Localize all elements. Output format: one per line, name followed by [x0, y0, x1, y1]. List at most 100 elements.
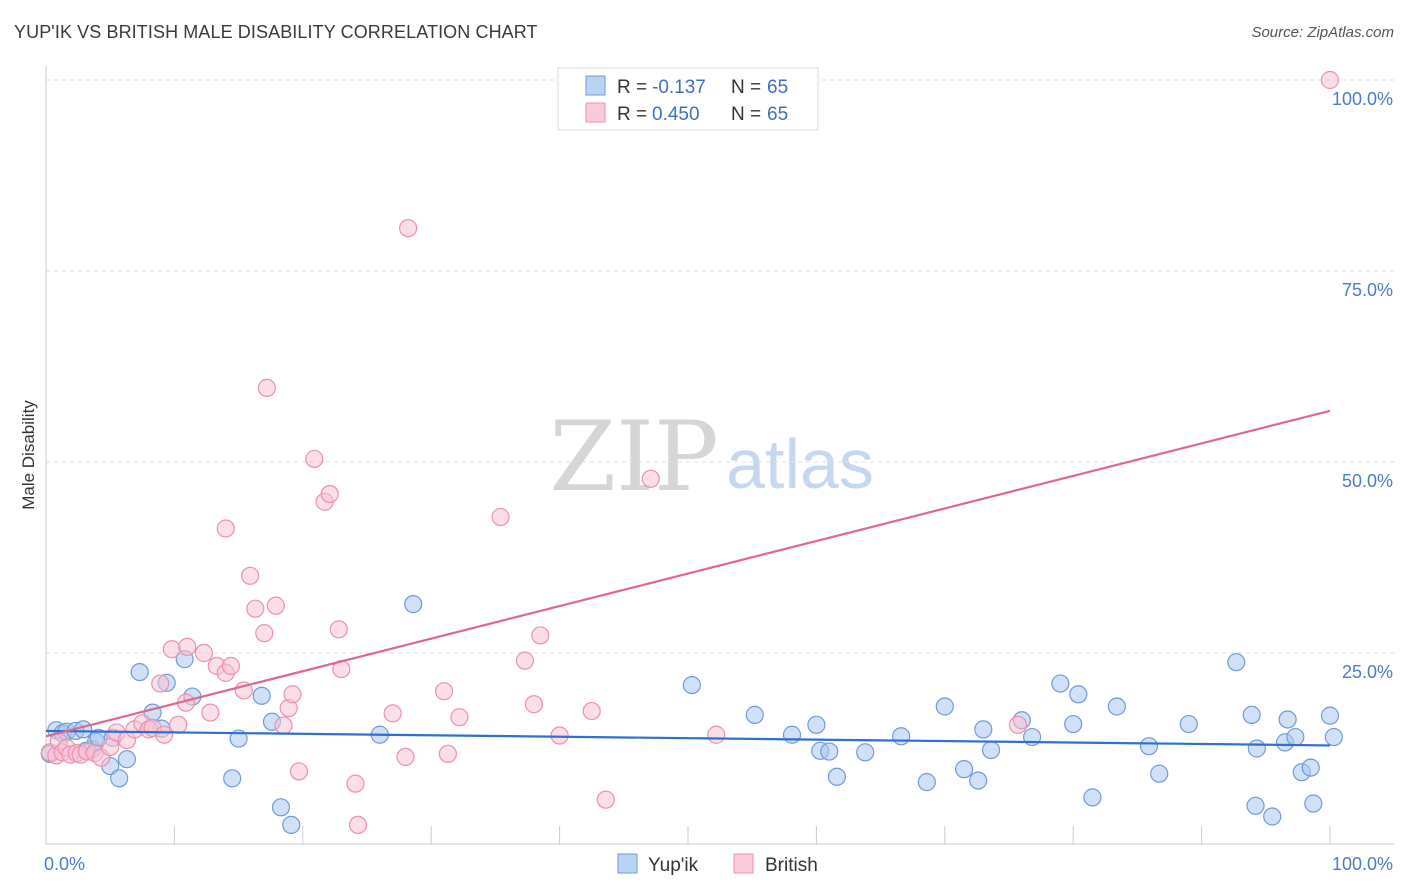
point-yupik-51 — [1150, 764, 1169, 783]
y-tick-label-2: 75.0% — [1342, 280, 1393, 300]
legend-swatch-british — [585, 102, 606, 123]
point-british-20 — [162, 640, 181, 659]
point-british-38 — [283, 685, 302, 704]
point-british-59 — [596, 790, 615, 809]
point-yupik-27 — [404, 595, 423, 614]
legend-r-value-british: 0.450 — [652, 104, 700, 125]
legend-n-value-british: 65 — [767, 104, 788, 125]
point-yupik-31 — [807, 715, 826, 734]
point-british-33 — [255, 624, 274, 643]
point-yupik-34 — [827, 767, 847, 786]
point-british-18 — [151, 674, 170, 693]
point-yupik-63 — [1304, 794, 1323, 813]
point-british-21 — [169, 715, 188, 734]
point-yupik-30 — [782, 725, 802, 744]
point-yupik-65 — [1324, 727, 1343, 747]
legend-n-label-british: N = — [731, 104, 761, 125]
point-yupik-48 — [1083, 788, 1102, 807]
bottom-legend-label-yupik: Yup'ik — [648, 855, 699, 876]
x-tick-labels: 0.0% 100.0% — [44, 854, 1393, 874]
point-yupik-62 — [1301, 758, 1320, 777]
bottom-legend: Yup'ik British — [617, 853, 818, 876]
point-yupik-35 — [856, 743, 875, 762]
bottom-legend-label-british: British — [765, 855, 818, 876]
point-british-35 — [266, 596, 285, 615]
x-tick-label-0: 0.0% — [44, 854, 85, 874]
legend-r-value-yupik: -0.137 — [652, 77, 706, 98]
point-british-25 — [201, 703, 220, 722]
point-yupik-42 — [981, 740, 1001, 760]
point-yupik-33 — [820, 742, 839, 761]
point-yupik-50 — [1139, 737, 1159, 756]
point-yupik-46 — [1069, 685, 1088, 704]
point-yupik-36 — [892, 727, 911, 746]
point-british-49 — [398, 219, 418, 238]
y-tick-labels: 25.0% 50.0% 75.0% 100.0% — [1332, 89, 1393, 682]
point-yupik-45 — [1051, 674, 1070, 693]
point-british-46 — [348, 815, 368, 835]
point-british-61 — [707, 725, 726, 744]
point-yupik-21 — [229, 729, 248, 748]
point-yupik-38 — [935, 697, 954, 716]
point-british-28 — [216, 519, 235, 538]
point-british-24 — [194, 643, 214, 663]
point-british-58 — [582, 701, 601, 721]
point-british-42 — [320, 484, 339, 504]
point-british-19 — [155, 725, 174, 744]
point-british-60 — [641, 469, 660, 488]
point-british-43 — [329, 620, 348, 639]
point-yupik-41 — [974, 720, 993, 739]
point-yupik-20 — [223, 769, 242, 788]
chart-title: YUP'IK VS BRITISH MALE DISABILITY CORREL… — [14, 22, 538, 42]
point-british-62 — [1008, 715, 1028, 734]
point-british-50 — [434, 682, 454, 701]
point-yupik-14 — [130, 662, 149, 682]
source-label: Source: ZipAtlas.com — [1251, 24, 1394, 41]
point-yupik-28 — [682, 675, 701, 695]
y-tick-label-1: 50.0% — [1342, 471, 1393, 491]
point-british-39 — [289, 762, 309, 781]
point-british-56 — [531, 626, 550, 645]
point-british-34 — [257, 378, 276, 397]
point-yupik-39 — [954, 760, 974, 779]
trendline-british — [45, 409, 1331, 738]
point-yupik-24 — [271, 798, 291, 817]
point-british-47 — [383, 704, 402, 723]
y-axis-label: Male Disability — [19, 400, 38, 510]
bottom-legend-swatch-british — [733, 853, 754, 874]
trend-lines — [45, 409, 1331, 747]
point-yupik-22 — [252, 686, 271, 705]
watermark-zip: ZIP — [549, 401, 718, 513]
grid — [46, 79, 1394, 654]
point-yupik-60 — [1286, 727, 1305, 747]
point-british-48 — [396, 747, 415, 767]
point-yupik-47 — [1064, 714, 1083, 734]
series-yupik-points — [40, 595, 1343, 835]
point-yupik-59 — [1278, 710, 1297, 729]
point-yupik-12 — [110, 769, 129, 788]
legend-n-label-yupik: N = — [731, 77, 761, 98]
point-yupik-55 — [1246, 796, 1265, 815]
point-british-53 — [491, 507, 510, 527]
point-british-57 — [550, 726, 569, 745]
point-yupik-53 — [1227, 653, 1246, 672]
legend: R = -0.137 N = 65 R = 0.450 N = 65 — [557, 67, 819, 131]
point-british-29 — [221, 656, 240, 676]
point-british-45 — [346, 774, 365, 793]
point-yupik-56 — [1247, 739, 1266, 758]
point-yupik-29 — [745, 705, 764, 724]
point-yupik-37 — [917, 773, 936, 792]
point-yupik-25 — [282, 815, 301, 835]
legend-swatch-yupik — [585, 75, 606, 96]
point-yupik-13 — [117, 750, 136, 769]
x-tick-label-1: 100.0% — [1332, 854, 1393, 874]
point-yupik-54 — [1242, 705, 1261, 724]
trendline-yupik — [45, 729, 1331, 747]
legend-r-label-british: R = — [617, 104, 647, 125]
legend-n-value-yupik: 65 — [767, 77, 788, 98]
y-tick-label-0: 25.0% — [1342, 662, 1393, 682]
point-yupik-49 — [1107, 697, 1126, 716]
point-yupik-57 — [1263, 807, 1282, 826]
point-british-54 — [515, 651, 535, 670]
